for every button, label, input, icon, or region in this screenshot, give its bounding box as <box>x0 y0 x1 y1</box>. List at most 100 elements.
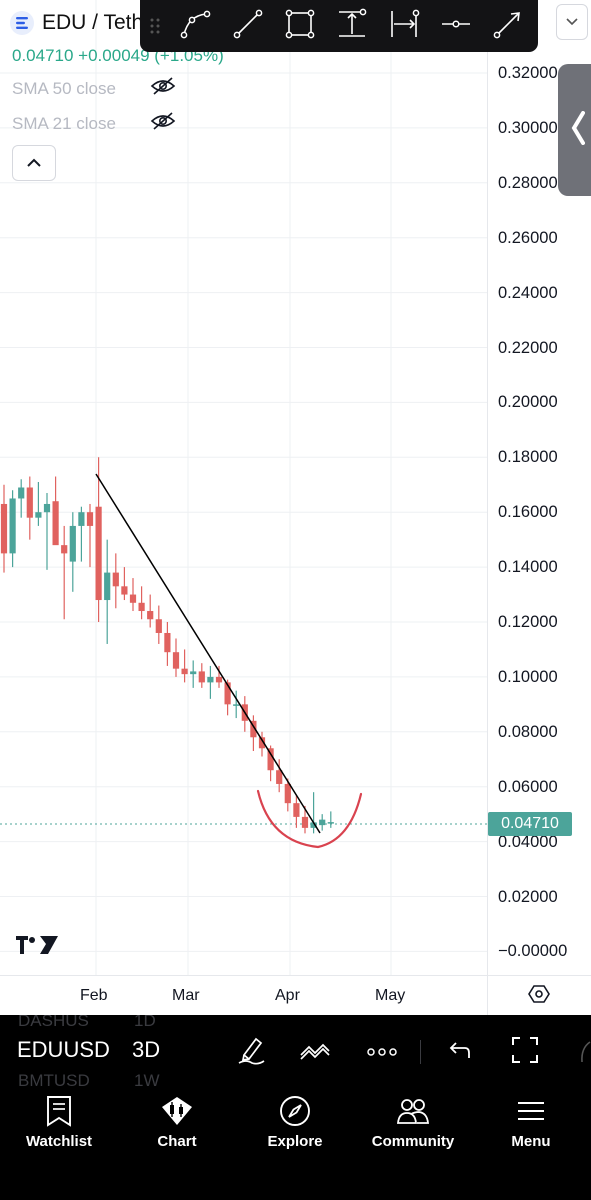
candle-body <box>129 594 137 603</box>
collapse-indicators-button[interactable] <box>12 145 56 181</box>
price-axis-label: 0.12000 <box>498 613 558 631</box>
fullscreen-button[interactable] <box>503 1030 547 1074</box>
indicators-button[interactable] <box>293 1030 337 1074</box>
price-axis-label: 0.18000 <box>498 448 558 467</box>
path-tool-button[interactable] <box>170 0 222 52</box>
tab-label: Explore <box>267 1133 323 1150</box>
candle-body <box>61 545 68 554</box>
price-axis-label: 0.10000 <box>498 667 558 686</box>
indicator-label: SMA 50 close <box>12 78 116 98</box>
candle-body <box>155 619 162 633</box>
arrow-tool-button[interactable] <box>482 0 534 52</box>
tab-chart[interactable]: Chart <box>122 1093 232 1150</box>
scroll-ghost-timeframe: 1D <box>134 1015 156 1030</box>
scroll-ghost-timeframe: 1W <box>134 1071 160 1087</box>
more-button[interactable] <box>360 1030 404 1074</box>
candle-body <box>319 819 326 826</box>
candle-body <box>284 783 291 804</box>
price-axis-label: 0.20000 <box>498 393 558 412</box>
candle-body <box>112 572 119 587</box>
drag-grip-icon[interactable] <box>140 17 170 35</box>
candle-body <box>327 822 334 824</box>
symbol-header[interactable]: EDU / Teth <box>10 10 143 36</box>
chart-pane[interactable] <box>0 0 591 1015</box>
candle-body <box>18 487 25 499</box>
candle-body <box>276 770 283 784</box>
candle-body <box>250 720 257 738</box>
side-panel-toggle[interactable] <box>558 64 591 196</box>
chevron-left-icon <box>571 110 585 150</box>
price-axis-label: 0.30000 <box>498 118 558 137</box>
bottom-tab-bar <box>0 1087 591 1200</box>
price-axis-label: 0.06000 <box>498 777 558 796</box>
horizontal-ray-tool-button[interactable] <box>430 0 482 52</box>
draw-button[interactable] <box>229 1030 273 1074</box>
rectangle-tool-button[interactable] <box>274 0 326 52</box>
tab-explore[interactable]: Explore <box>240 1093 350 1150</box>
indicators-icon <box>299 1039 331 1066</box>
indicator-sma21[interactable]: SMA 21 close <box>12 111 176 136</box>
tab-label: Watchlist <box>25 1133 93 1150</box>
tab-community[interactable]: Community <box>358 1093 468 1150</box>
curve-drawing <box>256 789 363 849</box>
time-label-feb: Feb <box>80 987 108 1004</box>
time-label-may: May <box>375 987 406 1004</box>
candle-body <box>26 487 33 518</box>
candle-body <box>207 676 214 683</box>
timeframe-picker[interactable]: 3D <box>132 1037 161 1062</box>
symbol-title: EDU / Teth <box>42 11 144 34</box>
more-dots-icon <box>367 1043 397 1061</box>
undo-icon <box>447 1040 471 1065</box>
scroll-ghost-symbol: DASHUS <box>18 1015 89 1030</box>
candle-body <box>43 503 51 513</box>
arrow-icon <box>492 8 524 45</box>
horizontal-ray-icon <box>440 8 472 45</box>
candles-group <box>0 457 334 834</box>
candle-body <box>190 671 197 675</box>
fullscreen-icon <box>511 1036 539 1069</box>
candle-body <box>172 652 180 669</box>
candle-body <box>267 748 274 771</box>
price-range-icon <box>336 8 368 45</box>
price-axis-label: 0.24000 <box>498 283 558 302</box>
candle-body <box>138 602 145 612</box>
candle-body <box>293 803 300 817</box>
price-axis-label: 0.22000 <box>498 338 558 357</box>
candle-body <box>233 704 240 706</box>
compass-icon <box>279 1093 311 1129</box>
candle-body <box>198 671 205 683</box>
price-axis-label: 0.04000 <box>498 832 558 851</box>
trendline-tool-button[interactable] <box>222 0 274 52</box>
chevron-down-icon <box>566 13 578 31</box>
community-icon <box>396 1093 430 1129</box>
rectangle-icon <box>284 8 316 45</box>
scroll-ghost-symbol: BMTUSD <box>18 1071 90 1087</box>
candle-body <box>95 506 102 601</box>
price-axis-label: 0.08000 <box>498 722 558 741</box>
tab-label: Menu <box>511 1133 551 1150</box>
undo-button[interactable] <box>437 1030 481 1074</box>
date-range-icon <box>388 8 420 45</box>
price-axis-label: 0.32000 <box>498 64 558 82</box>
trendline-icon <box>232 8 264 45</box>
settings-hexagon-icon <box>528 983 550 1010</box>
eye-hidden-icon[interactable] <box>150 111 176 136</box>
tab-watchlist[interactable]: Watchlist <box>4 1093 114 1150</box>
price-range-tool-button[interactable] <box>326 0 378 52</box>
candle-body <box>121 586 128 595</box>
price-axis-label: 0.16000 <box>498 503 558 522</box>
candle-body <box>78 512 85 526</box>
candle-body <box>86 512 94 526</box>
eye-hidden-icon[interactable] <box>150 76 176 101</box>
dropdown-button[interactable] <box>556 4 588 40</box>
tab-menu[interactable]: Menu <box>476 1093 586 1150</box>
current-price-badge: 0.04710 <box>488 812 572 836</box>
toolbar-divider <box>420 1040 421 1064</box>
chart-settings-button[interactable] <box>527 984 551 1008</box>
price-axis-label: 0.14000 <box>498 558 558 577</box>
tab-label: Community <box>371 1133 455 1150</box>
indicator-sma50[interactable]: SMA 50 close <box>12 76 176 101</box>
symbol-picker[interactable]: EDUUSD <box>17 1037 110 1062</box>
date-range-tool-button[interactable] <box>378 0 430 52</box>
time-label-apr: Apr <box>275 987 300 1004</box>
